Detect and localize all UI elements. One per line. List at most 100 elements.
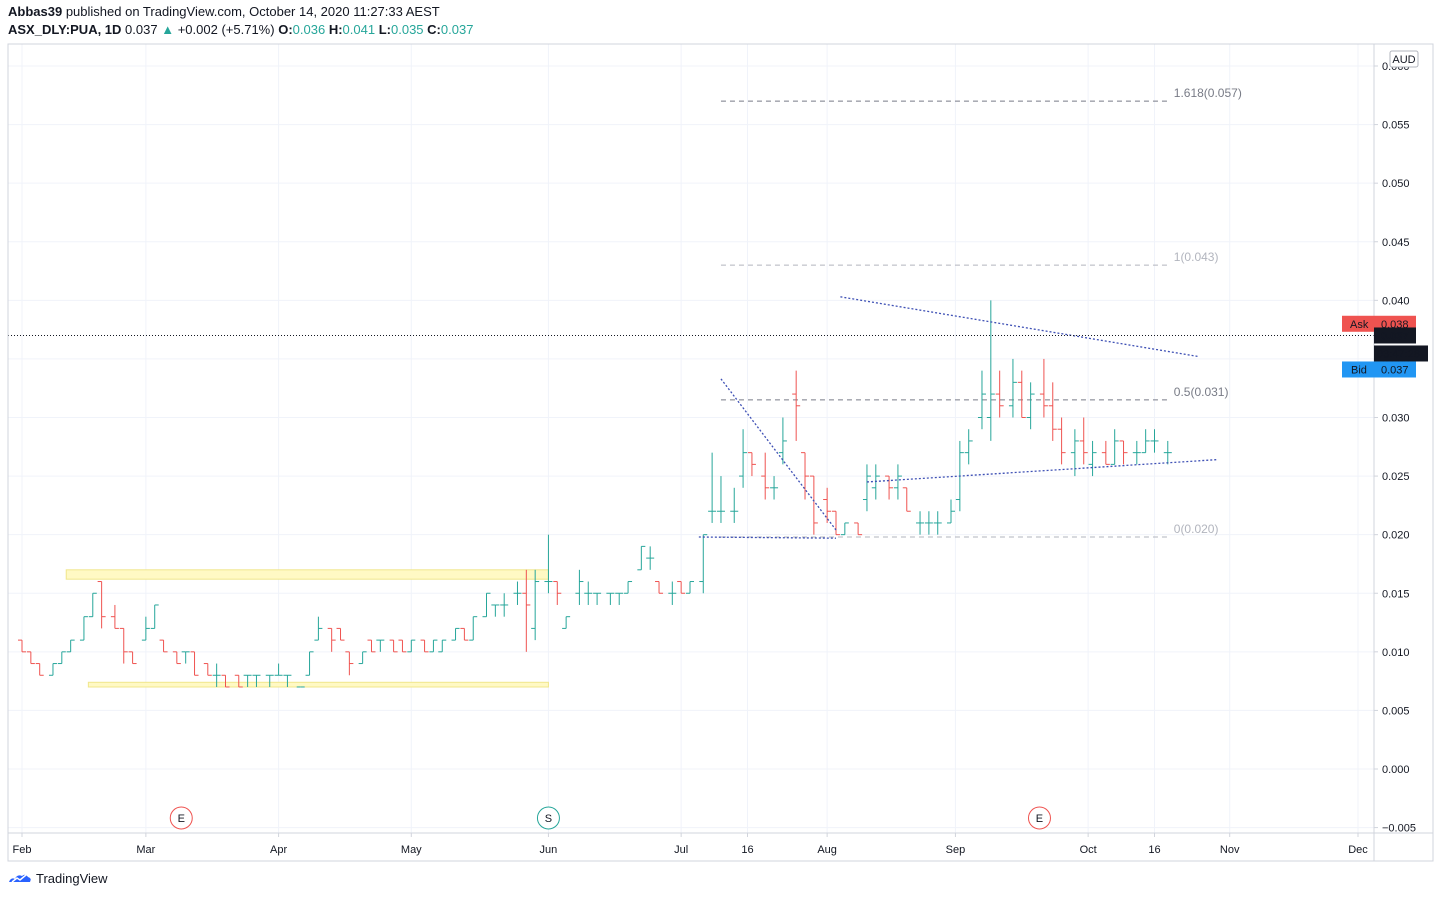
- ohlc-bar: [305, 651, 314, 676]
- ohlc-bar: [513, 581, 522, 605]
- ohlc-bar: [265, 674, 274, 687]
- ohlc-bar: [637, 545, 646, 571]
- ohlc-bar: [840, 522, 849, 536]
- y-tick-label: 0.005: [1382, 705, 1410, 717]
- ohlc-bar: [482, 592, 491, 618]
- trendlines: [698, 296, 1217, 539]
- countdown-bg: [1374, 345, 1428, 362]
- low-label: L:: [378, 22, 391, 37]
- ohlc-bar: [221, 674, 230, 688]
- ohlc-bar: [823, 487, 832, 523]
- ohlc-bar: [1057, 417, 1066, 465]
- ohlc-bar: [159, 639, 168, 653]
- consolidation-zones: [65, 569, 549, 688]
- ohlc-bar: [1048, 382, 1057, 441]
- open-value: 0.036: [292, 22, 326, 37]
- ohlc-bar: [924, 511, 933, 535]
- ohlc-bar: [977, 370, 986, 430]
- ohlc-bar: [933, 511, 942, 535]
- ohlc-bar: [1101, 440, 1110, 465]
- published-text: published on TradingView.com, October 14…: [65, 4, 440, 19]
- publish-info: Abbas39 published on TradingView.com, Oc…: [8, 4, 440, 19]
- ohlc-bar: [150, 604, 159, 629]
- y-tick-label: 0.040: [1382, 295, 1410, 307]
- ohlc-bar: [203, 663, 212, 676]
- x-tick-label: 16: [741, 844, 753, 856]
- symbol-legend: ASX_DLY:PUA, 1D 0.037 ▲ +0.002 (+5.71%) …: [8, 22, 473, 37]
- ohlc-bar: [964, 429, 973, 465]
- ohlc-bar: [460, 627, 469, 641]
- ohlc-bar: [1017, 370, 1026, 418]
- last-value: 0.037: [1381, 330, 1409, 342]
- consolidation-zone: [87, 681, 549, 688]
- y-tick-label: 0.030: [1382, 413, 1410, 425]
- x-tick-label: May: [401, 844, 422, 856]
- ohlc-bar: [916, 511, 925, 535]
- ohlc-bar: [97, 581, 106, 629]
- y-tick-label: 0.015: [1382, 588, 1410, 600]
- event-marker: [1027, 806, 1051, 830]
- ohlc-bar: [500, 593, 509, 617]
- y-tick-label: 0.000: [1382, 764, 1410, 776]
- ask-label: Ask: [1350, 319, 1369, 331]
- author-name[interactable]: Abbas39: [8, 4, 63, 19]
- ohlc-bar: [862, 464, 871, 512]
- ohlc-bar: [986, 300, 995, 441]
- ohlc-bar: [128, 651, 137, 665]
- footer: TradingView: [8, 871, 108, 886]
- ohlc-bar: [562, 616, 571, 629]
- ohlc-bar: [531, 569, 540, 641]
- ohlc-bar: [646, 546, 655, 570]
- ohlc-bar: [88, 592, 97, 618]
- ohlc-bar: [190, 651, 199, 676]
- ohlc-bar: [420, 639, 429, 653]
- ohlc-bar: [389, 639, 398, 653]
- open-label: O:: [278, 22, 293, 37]
- x-tick-label: Nov: [1220, 844, 1240, 856]
- trendline: [720, 378, 837, 531]
- ohlc-bar: [469, 616, 478, 641]
- ohlc-bar: [1039, 358, 1048, 418]
- ohlc-bar: [778, 417, 787, 465]
- fib-level-label: 0.5(0.031): [1174, 385, 1229, 399]
- y-tick-label: 0.055: [1382, 120, 1410, 132]
- chart-grid: [8, 44, 1374, 833]
- symbol-name[interactable]: ASX_DLY:PUA, 1D: [8, 22, 122, 37]
- y-tick-label: 0.025: [1382, 471, 1410, 483]
- ohlc-bar: [327, 627, 336, 652]
- event-marker-letter: S: [545, 813, 552, 825]
- countdown-value: 03:47:28: [1377, 348, 1420, 360]
- ohlc-bar: [438, 639, 447, 653]
- ohlc-bar: [274, 663, 283, 676]
- ohlc-bar: [1141, 429, 1150, 454]
- ohlc-bar: [314, 616, 323, 641]
- last-value-bg: [1374, 327, 1416, 344]
- ohlc-bar: [407, 639, 416, 653]
- ohlc-bar: [345, 651, 354, 676]
- y-tick-label: 0.020: [1382, 530, 1410, 542]
- fib-level-label: 1.618(0.057): [1174, 86, 1242, 100]
- chart-axes: 0.0600.0550.0500.0450.0400.0350.0300.025…: [7, 43, 1434, 862]
- x-tick-label: Feb: [13, 844, 32, 856]
- ohlc-bar: [79, 616, 88, 641]
- fibonacci-levels: 1.618(0.057) 1(0.043) 0.5(0.031) 0(0.020): [720, 86, 1242, 538]
- ohlc-bar: [584, 581, 593, 605]
- ohlc-bar: [699, 534, 708, 594]
- ohlc-bar: [770, 476, 779, 500]
- ohlc-bars: [18, 300, 1172, 688]
- footer-brand[interactable]: TradingView: [36, 871, 108, 886]
- currency-badge: [1389, 50, 1419, 68]
- ohlc-bar: [451, 627, 460, 641]
- ohlc-bar: [792, 370, 801, 441]
- bid-value: 0.037: [1381, 364, 1409, 376]
- ohlc-bar: [1110, 429, 1119, 465]
- ohlc-bar: [831, 510, 840, 536]
- ohlc-bar: [35, 663, 44, 676]
- x-tick-label: Dec: [1348, 844, 1368, 856]
- ohlc-bar: [26, 651, 35, 665]
- high-value: 0.041: [342, 22, 376, 37]
- ohlc-bar: [575, 569, 584, 605]
